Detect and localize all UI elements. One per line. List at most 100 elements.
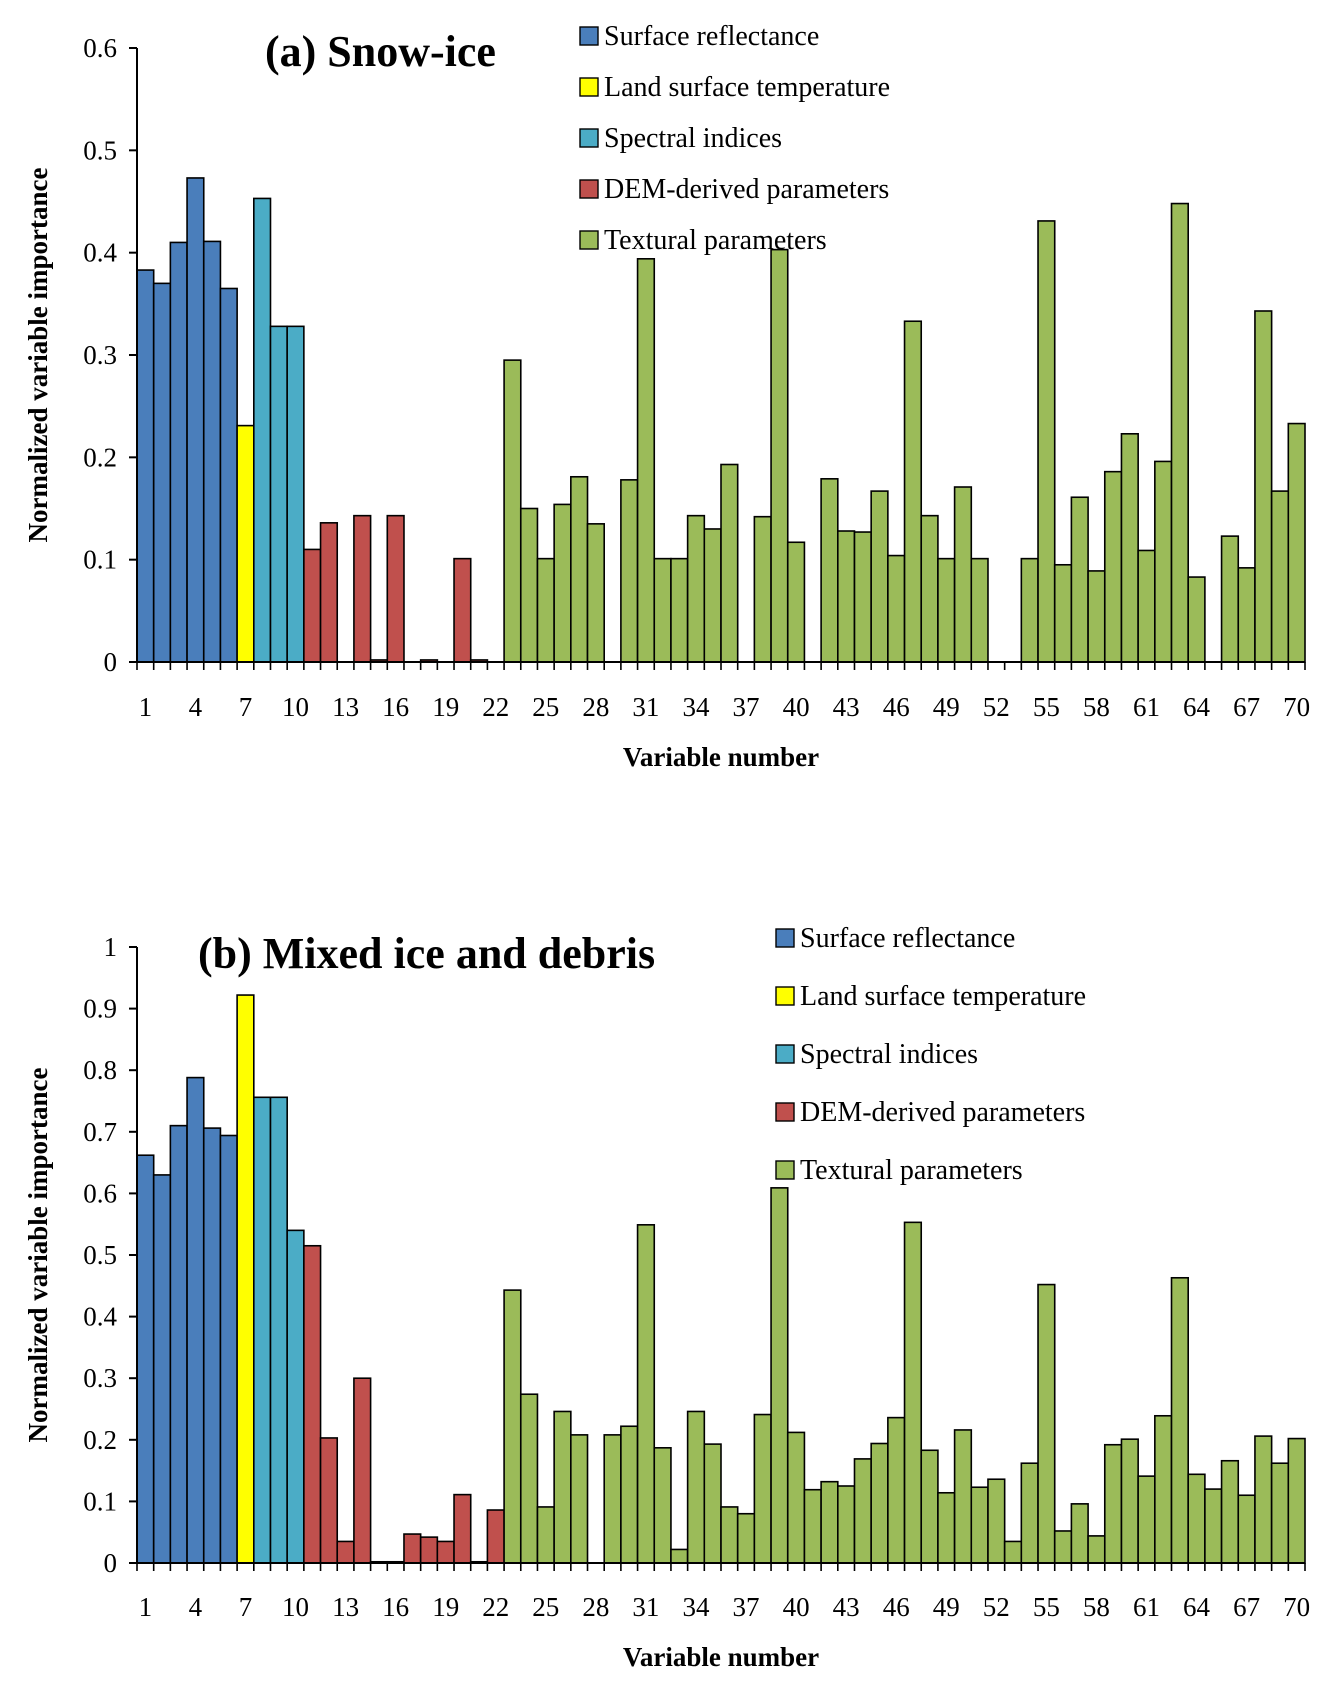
x-tick-label: 13 (332, 1592, 359, 1622)
y-tick-label: 0.6 (83, 1178, 117, 1208)
x-tick-label: 40 (783, 692, 810, 722)
x-tick-label: 37 (733, 692, 760, 722)
bar-variable-59 (1103, 470, 1123, 663)
bar-variable-26 (553, 503, 572, 663)
bar-variable-51 (970, 557, 989, 663)
bar-variable-58 (1087, 570, 1106, 663)
x-tick-label: 4 (189, 692, 203, 722)
bar-variable-5 (202, 240, 222, 663)
legend-label: Textural parameters (604, 225, 827, 256)
bar-variable-6 (219, 287, 238, 663)
bar-variable-8 (253, 1096, 272, 1564)
bar-variable-14 (353, 514, 372, 663)
bar-variable-55 (1037, 220, 1056, 663)
legend-swatch (775, 1044, 795, 1064)
bar-variable-63 (1170, 1276, 1190, 1564)
bar-variable-69 (1270, 490, 1290, 663)
y-tick-label: 0 (104, 1548, 118, 1578)
bar-variable-41 (803, 1488, 822, 1564)
chart-title: (b) Mixed ice and debris (198, 929, 655, 978)
bar-variable-20 (453, 557, 472, 663)
bar-variable-64 (1187, 576, 1206, 663)
bar-variable-39 (770, 248, 789, 663)
legend-swatch (579, 128, 599, 148)
bar-variable-3 (169, 241, 188, 663)
bar-variable-61 (1137, 1475, 1156, 1564)
x-tick-label: 64 (1183, 1592, 1211, 1622)
bar-variable-11 (303, 1244, 322, 1564)
legend-label: Land surface temperature (800, 981, 1086, 1012)
legend-swatch (579, 77, 599, 97)
chart-mixed-ice-debris: (b) Mixed ice and debris Variable number… (23, 923, 1310, 1672)
bar-variable-30 (620, 479, 639, 663)
y-tick-label: 0.3 (83, 1363, 117, 1393)
legend-swatch (775, 1102, 795, 1122)
bar-variable-14 (353, 1377, 372, 1564)
bar-variable-11 (303, 548, 322, 663)
x-tick-label: 7 (239, 692, 253, 722)
bar-variable-35 (703, 1443, 722, 1564)
chart-title: (a) Snow-ice (265, 27, 496, 76)
legend-swatch (775, 928, 795, 948)
x-tick-label: 16 (382, 692, 409, 722)
y-tick-label: 0.3 (83, 340, 117, 370)
legend-swatch (579, 26, 599, 46)
bar-variable-54 (1020, 557, 1039, 663)
bar-variable-39 (770, 1187, 789, 1564)
bar-variable-36 (720, 463, 739, 663)
chart-snow-ice: (a) Snow-ice Variable number Normalized … (23, 21, 1310, 772)
y-tick-label: 0.1 (83, 545, 117, 575)
x-tick-label: 55 (1033, 1592, 1060, 1622)
x-tick-label: 4 (189, 1592, 203, 1622)
bar-variable-31 (636, 258, 656, 663)
y-tick-label: 0.5 (83, 1240, 117, 1270)
x-tick-label: 22 (482, 692, 509, 722)
bar-variable-57 (1070, 1503, 1089, 1564)
bar-variable-25 (536, 1506, 555, 1564)
x-tick-label: 52 (983, 692, 1010, 722)
bar-variable-10 (286, 1229, 305, 1564)
x-tick-label: 25 (532, 692, 559, 722)
bar-variable-2 (152, 282, 172, 663)
bar-variable-37 (736, 1512, 756, 1564)
x-tick-label: 34 (682, 1592, 710, 1622)
y-tick-label: 1 (104, 932, 118, 962)
bar-variable-68 (1254, 1435, 1273, 1564)
x-tick-label: 16 (382, 1592, 409, 1622)
x-tick-label: 58 (1083, 1592, 1110, 1622)
bar-variable-47 (903, 1221, 923, 1564)
x-tick-label: 28 (582, 1592, 609, 1622)
bar-variable-49 (937, 1491, 956, 1564)
x-tick-label: 67 (1233, 692, 1260, 722)
x-tick-label: 22 (482, 1592, 509, 1622)
x-axis-title: Variable number (623, 1642, 819, 1672)
bar-variable-51 (970, 1486, 989, 1564)
x-tick-label: 1 (139, 692, 153, 722)
bar-variable-59 (1103, 1443, 1123, 1564)
bar-variable-5 (202, 1127, 222, 1564)
bar-variable-33 (670, 1548, 689, 1564)
bar-variable-7 (236, 424, 255, 663)
x-tick-label: 67 (1233, 1592, 1260, 1622)
x-tick-label: 46 (883, 692, 910, 722)
bar-variable-56 (1053, 1530, 1073, 1564)
x-tick-label: 52 (983, 1592, 1010, 1622)
legend-label: Land surface temperature (604, 72, 890, 103)
bar-variable-23 (503, 1289, 522, 1564)
x-tick-label: 70 (1283, 1592, 1310, 1622)
bar-variable-27 (570, 475, 589, 663)
bar-variable-48 (920, 514, 939, 663)
x-tick-label: 49 (933, 692, 960, 722)
bar-variable-60 (1120, 432, 1139, 663)
bar-variable-9 (269, 1096, 288, 1564)
x-tick-label: 7 (239, 1592, 253, 1622)
y-tick-label: 0.1 (83, 1486, 117, 1516)
legend-label: Spectral indices (604, 123, 782, 154)
bar-variable-66 (1220, 1459, 1240, 1564)
bar-variable-50 (953, 1429, 973, 1564)
bar-variable-50 (953, 486, 973, 663)
legend-swatch (775, 1160, 795, 1180)
bar-variable-2 (152, 1174, 172, 1564)
bar-variable-36 (720, 1506, 739, 1564)
bar-variable-24 (519, 1393, 539, 1564)
